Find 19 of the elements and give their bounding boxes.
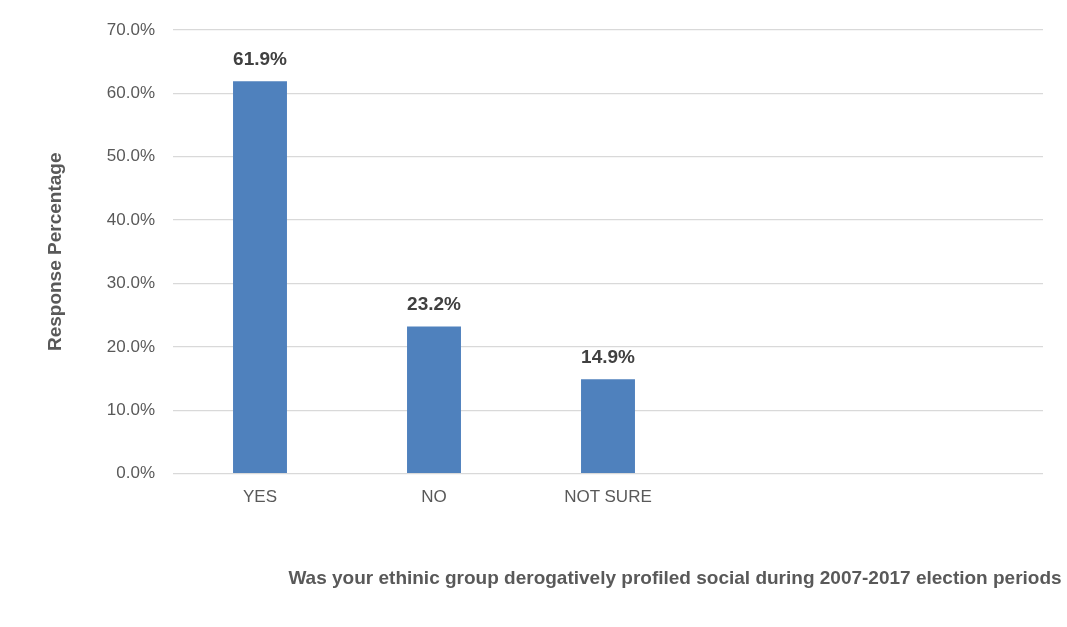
y-tick-label: 0.0% (116, 463, 155, 483)
bar (233, 81, 287, 473)
data-label: 61.9% (233, 48, 288, 70)
y-tick-label: 10.0% (106, 399, 155, 419)
bar (581, 379, 635, 473)
y-axis-title: Response Percentage (43, 152, 65, 352)
y-tick-label: 50.0% (106, 146, 155, 166)
data-label: 23.2% (407, 293, 462, 315)
data-label: 14.9% (581, 345, 636, 367)
y-tick-label: 60.0% (106, 83, 155, 103)
x-tick-label: YES (242, 487, 278, 507)
x-tick-label: NOT SURE (564, 487, 652, 507)
y-tick-label: 20.0% (106, 336, 155, 356)
bar (407, 326, 461, 473)
x-tick-label: NO (421, 487, 447, 507)
y-tick-label: 40.0% (106, 209, 155, 229)
x-axis-title: Was your ethinic group derogatively profiled social during 2007-2017 election periods (287, 566, 1063, 590)
y-tick-label: 70.0% (106, 19, 155, 39)
y-tick-label: 30.0% (106, 273, 155, 293)
